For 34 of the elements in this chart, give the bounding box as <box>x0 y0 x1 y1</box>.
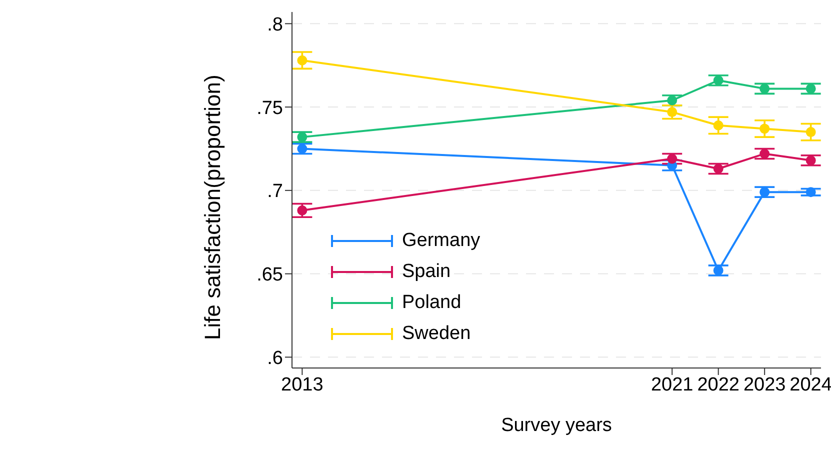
point <box>806 155 816 166</box>
y-tick-label: .8 <box>267 14 283 36</box>
point <box>667 107 678 118</box>
point <box>760 148 770 159</box>
legend-label: Poland <box>402 292 462 314</box>
y-tick-label: .7 <box>267 181 283 202</box>
point <box>713 164 724 174</box>
x-tick-label: 2023 <box>743 374 786 396</box>
point <box>760 84 770 94</box>
y-tick-label: .65 <box>256 264 283 286</box>
y-axis-title: Life satisfaction(proportion) <box>200 74 225 340</box>
point <box>297 144 308 154</box>
point <box>713 120 724 130</box>
point <box>667 154 678 164</box>
x-tick-label: 2021 <box>650 374 694 396</box>
x-axis-title: Survey years <box>501 415 612 436</box>
point <box>713 75 724 86</box>
point <box>806 84 816 94</box>
y-tick-label: .6 <box>267 348 283 369</box>
point <box>806 187 816 198</box>
point <box>297 132 308 142</box>
point <box>806 127 816 138</box>
y-tick-label: .75 <box>256 98 283 119</box>
point <box>760 124 770 134</box>
x-tick-label: 2013 <box>281 374 324 396</box>
legend-label: Sweden <box>402 322 471 344</box>
legend-label: Spain <box>402 260 451 282</box>
legend-label: Germany <box>402 230 480 252</box>
point <box>713 265 724 276</box>
point <box>297 205 308 216</box>
x-tick-label: 2022 <box>697 374 740 396</box>
point <box>667 95 678 106</box>
point <box>297 55 308 66</box>
point <box>760 187 770 198</box>
